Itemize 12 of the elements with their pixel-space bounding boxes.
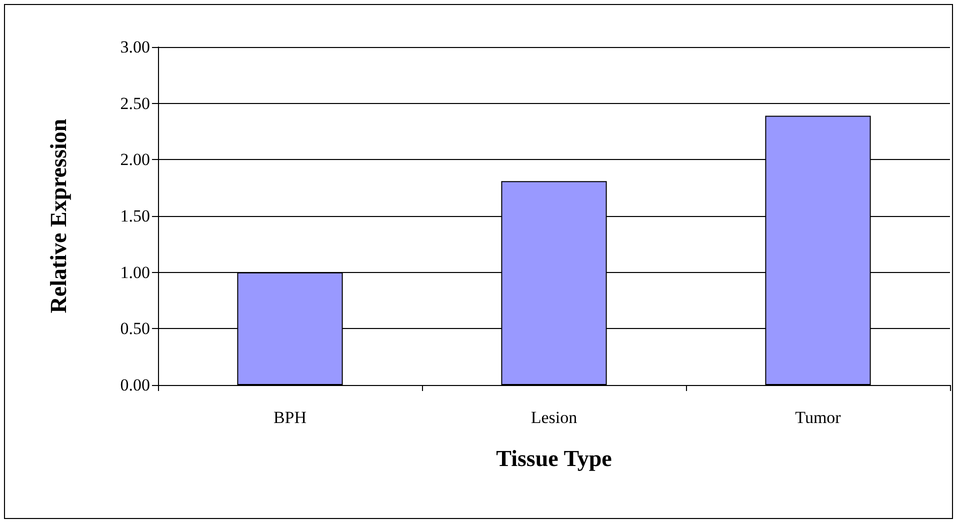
x-tick-label: Tumor [795,408,842,427]
y-tick-label: 0.50 [120,319,150,338]
x-tick-label: BPH [273,408,307,427]
y-tick-label: 3.00 [120,38,150,56]
x-tick-label: Lesion [530,408,578,427]
y-tick-label: 1.50 [120,206,150,226]
x-axis-title: Tissue Type [496,446,612,471]
y-tick-label: 1.00 [120,262,150,282]
y-tick-label: 2.00 [120,150,150,170]
y-axis-title: Relative Expression [46,118,71,314]
y-tick-label: 0.00 [120,376,150,394]
y-tick-label: 2.50 [120,94,150,113]
